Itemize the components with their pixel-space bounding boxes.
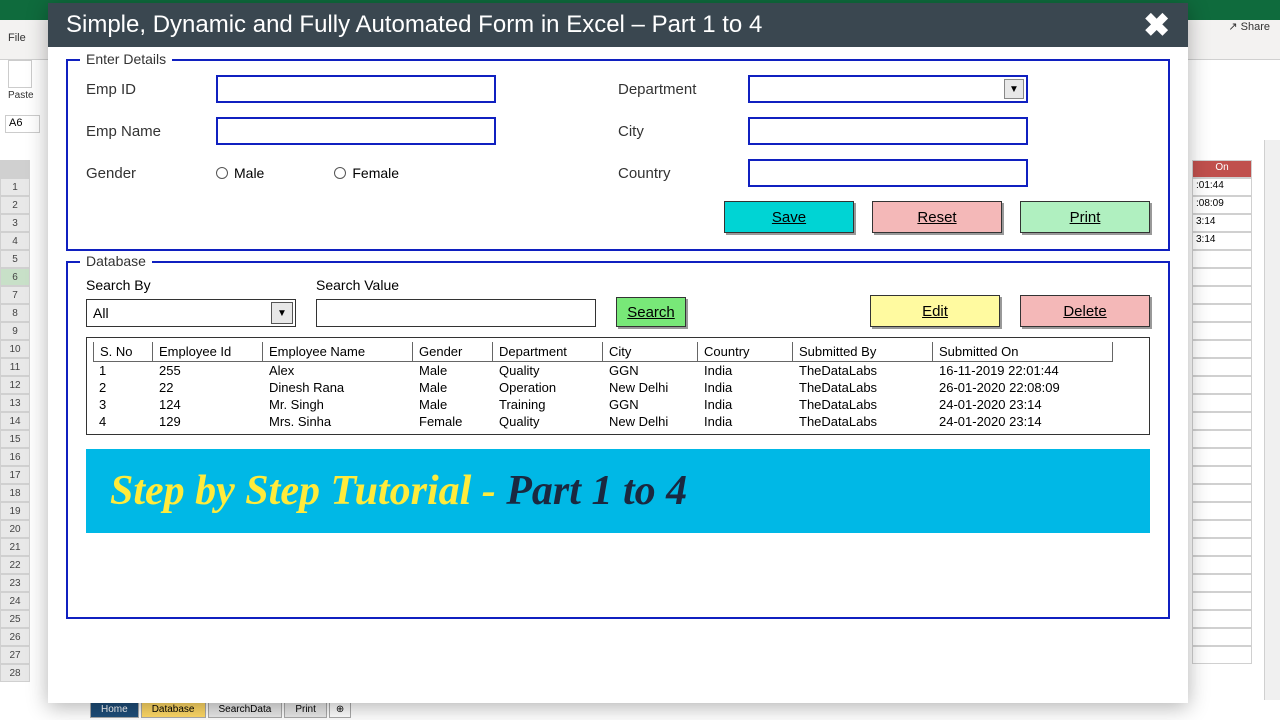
search-by-label: Search By — [86, 277, 296, 293]
emp-id-input[interactable] — [216, 75, 496, 103]
chevron-down-icon[interactable]: ▼ — [271, 302, 293, 324]
radio-icon — [216, 167, 228, 179]
sheet-tab-database[interactable]: Database — [141, 701, 206, 718]
add-sheet-button[interactable]: ⊕ — [329, 701, 351, 718]
table-row[interactable]: 1255AlexMaleQualityGGNIndiaTheDataLabs16… — [93, 362, 1143, 379]
male-radio[interactable]: Male — [216, 165, 264, 181]
gender-label: Gender — [86, 165, 216, 182]
sheet-tab-searchdata[interactable]: SearchData — [208, 701, 283, 718]
gender-radio-group: Male Female — [216, 165, 399, 181]
name-box[interactable]: A6 — [5, 115, 40, 133]
country-label: Country — [618, 165, 748, 182]
city-label: City — [618, 123, 748, 140]
chevron-down-icon[interactable]: ▼ — [1004, 79, 1024, 99]
right-data-cells: On :01:44 :08:09 3:14 3:14 — [1192, 160, 1252, 664]
enter-details-legend: Enter Details — [80, 51, 172, 67]
reset-button[interactable]: Reset — [872, 201, 1002, 233]
save-button[interactable]: Save — [724, 201, 854, 233]
close-icon[interactable]: ✖ — [1143, 13, 1170, 37]
banner-text-b: Part 1 to 4 — [506, 468, 687, 514]
file-tab[interactable]: File — [8, 32, 26, 44]
delete-button[interactable]: Delete — [1020, 295, 1150, 327]
table-row[interactable]: 3124Mr. SinghMaleTrainingGGNIndiaTheData… — [93, 396, 1143, 413]
enter-details-frame: Enter Details Emp ID Department ▼ Emp Na… — [66, 59, 1170, 251]
sheet-tabs: Home Database SearchData Print ⊕ — [90, 701, 351, 718]
city-input[interactable] — [748, 117, 1028, 145]
country-input[interactable] — [748, 159, 1028, 187]
paste-button[interactable]: Paste — [8, 60, 34, 101]
search-by-combo[interactable]: All ▼ — [86, 299, 296, 327]
emp-name-input[interactable] — [216, 117, 496, 145]
emp-name-label: Emp Name — [86, 123, 216, 140]
edit-button[interactable]: Edit — [870, 295, 1000, 327]
sheet-tab-home[interactable]: Home — [90, 701, 139, 718]
data-listbox[interactable]: S. No Employee Id Employee Name Gender D… — [86, 337, 1150, 435]
modal-titlebar: Simple, Dynamic and Fully Automated Form… — [48, 3, 1188, 47]
database-frame: Database Search By All ▼ Search Value Se… — [66, 261, 1170, 619]
sheet-tab-print[interactable]: Print — [284, 701, 327, 718]
search-button[interactable]: Search — [616, 297, 686, 327]
vertical-scrollbar[interactable] — [1264, 140, 1280, 700]
department-label: Department — [618, 81, 748, 98]
clipboard-icon — [8, 60, 32, 88]
tutorial-banner: Step by Step Tutorial - Part 1 to 4 — [86, 449, 1150, 533]
modal-title-text: Simple, Dynamic and Fully Automated Form… — [66, 11, 762, 39]
database-legend: Database — [80, 253, 152, 269]
table-row[interactable]: 222Dinesh RanaMaleOperationNew DelhiIndi… — [93, 379, 1143, 396]
print-button[interactable]: Print — [1020, 201, 1150, 233]
table-row[interactable]: 4129Mrs. SinhaFemaleQualityNew DelhiIndi… — [93, 413, 1143, 430]
share-button[interactable]: ↗ Share — [1228, 20, 1270, 33]
female-radio[interactable]: Female — [334, 165, 399, 181]
search-value-label: Search Value — [316, 277, 596, 293]
list-header: S. No Employee Id Employee Name Gender D… — [93, 342, 1143, 362]
emp-id-label: Emp ID — [86, 81, 216, 98]
search-value-input[interactable] — [316, 299, 596, 327]
row-headers: 123 456 789 101112 131415 161718 192021 … — [0, 160, 30, 682]
radio-icon — [334, 167, 346, 179]
userform-modal: Simple, Dynamic and Fully Automated Form… — [48, 3, 1188, 703]
banner-text-a: Step by Step Tutorial - — [110, 468, 506, 514]
department-combo[interactable]: ▼ — [748, 75, 1028, 103]
